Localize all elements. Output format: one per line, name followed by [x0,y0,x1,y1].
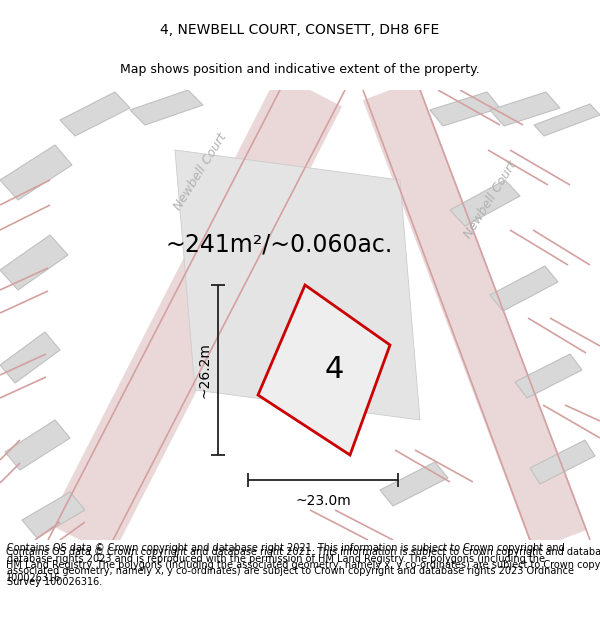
Text: ~23.0m: ~23.0m [295,494,351,508]
Polygon shape [515,354,582,398]
Polygon shape [175,150,420,420]
Polygon shape [380,462,448,506]
Text: Contains OS data © Crown copyright and database right 2021. This information is : Contains OS data © Crown copyright and d… [6,547,600,557]
Text: Newbell Court: Newbell Court [171,131,229,213]
Polygon shape [0,235,68,290]
Polygon shape [258,285,390,455]
Polygon shape [5,420,70,470]
Polygon shape [0,145,72,200]
Polygon shape [534,104,600,136]
Text: Contains OS data © Crown copyright and database right 2021. This information is : Contains OS data © Crown copyright and d… [7,542,574,588]
Polygon shape [0,332,60,383]
Polygon shape [430,92,500,126]
Polygon shape [60,92,130,136]
Polygon shape [530,440,595,484]
Polygon shape [490,266,558,311]
Text: Map shows position and indicative extent of the property.: Map shows position and indicative extent… [120,63,480,76]
Text: ~26.2m: ~26.2m [197,342,211,398]
Polygon shape [22,492,85,538]
Polygon shape [48,74,342,556]
Polygon shape [363,80,587,550]
Text: Newbell Court: Newbell Court [461,159,519,241]
Text: HM Land Registry. The polygons (including the associated geometry, namely x, y c: HM Land Registry. The polygons (includin… [6,560,600,570]
Text: 4, NEWBELL COURT, CONSETT, DH8 6FE: 4, NEWBELL COURT, CONSETT, DH8 6FE [160,22,440,36]
Text: ~241m²/~0.060ac.: ~241m²/~0.060ac. [165,233,392,257]
Polygon shape [450,180,520,226]
Polygon shape [490,92,560,126]
Text: 4: 4 [324,356,343,384]
Polygon shape [130,90,203,125]
Text: 100026316.: 100026316. [6,573,64,583]
